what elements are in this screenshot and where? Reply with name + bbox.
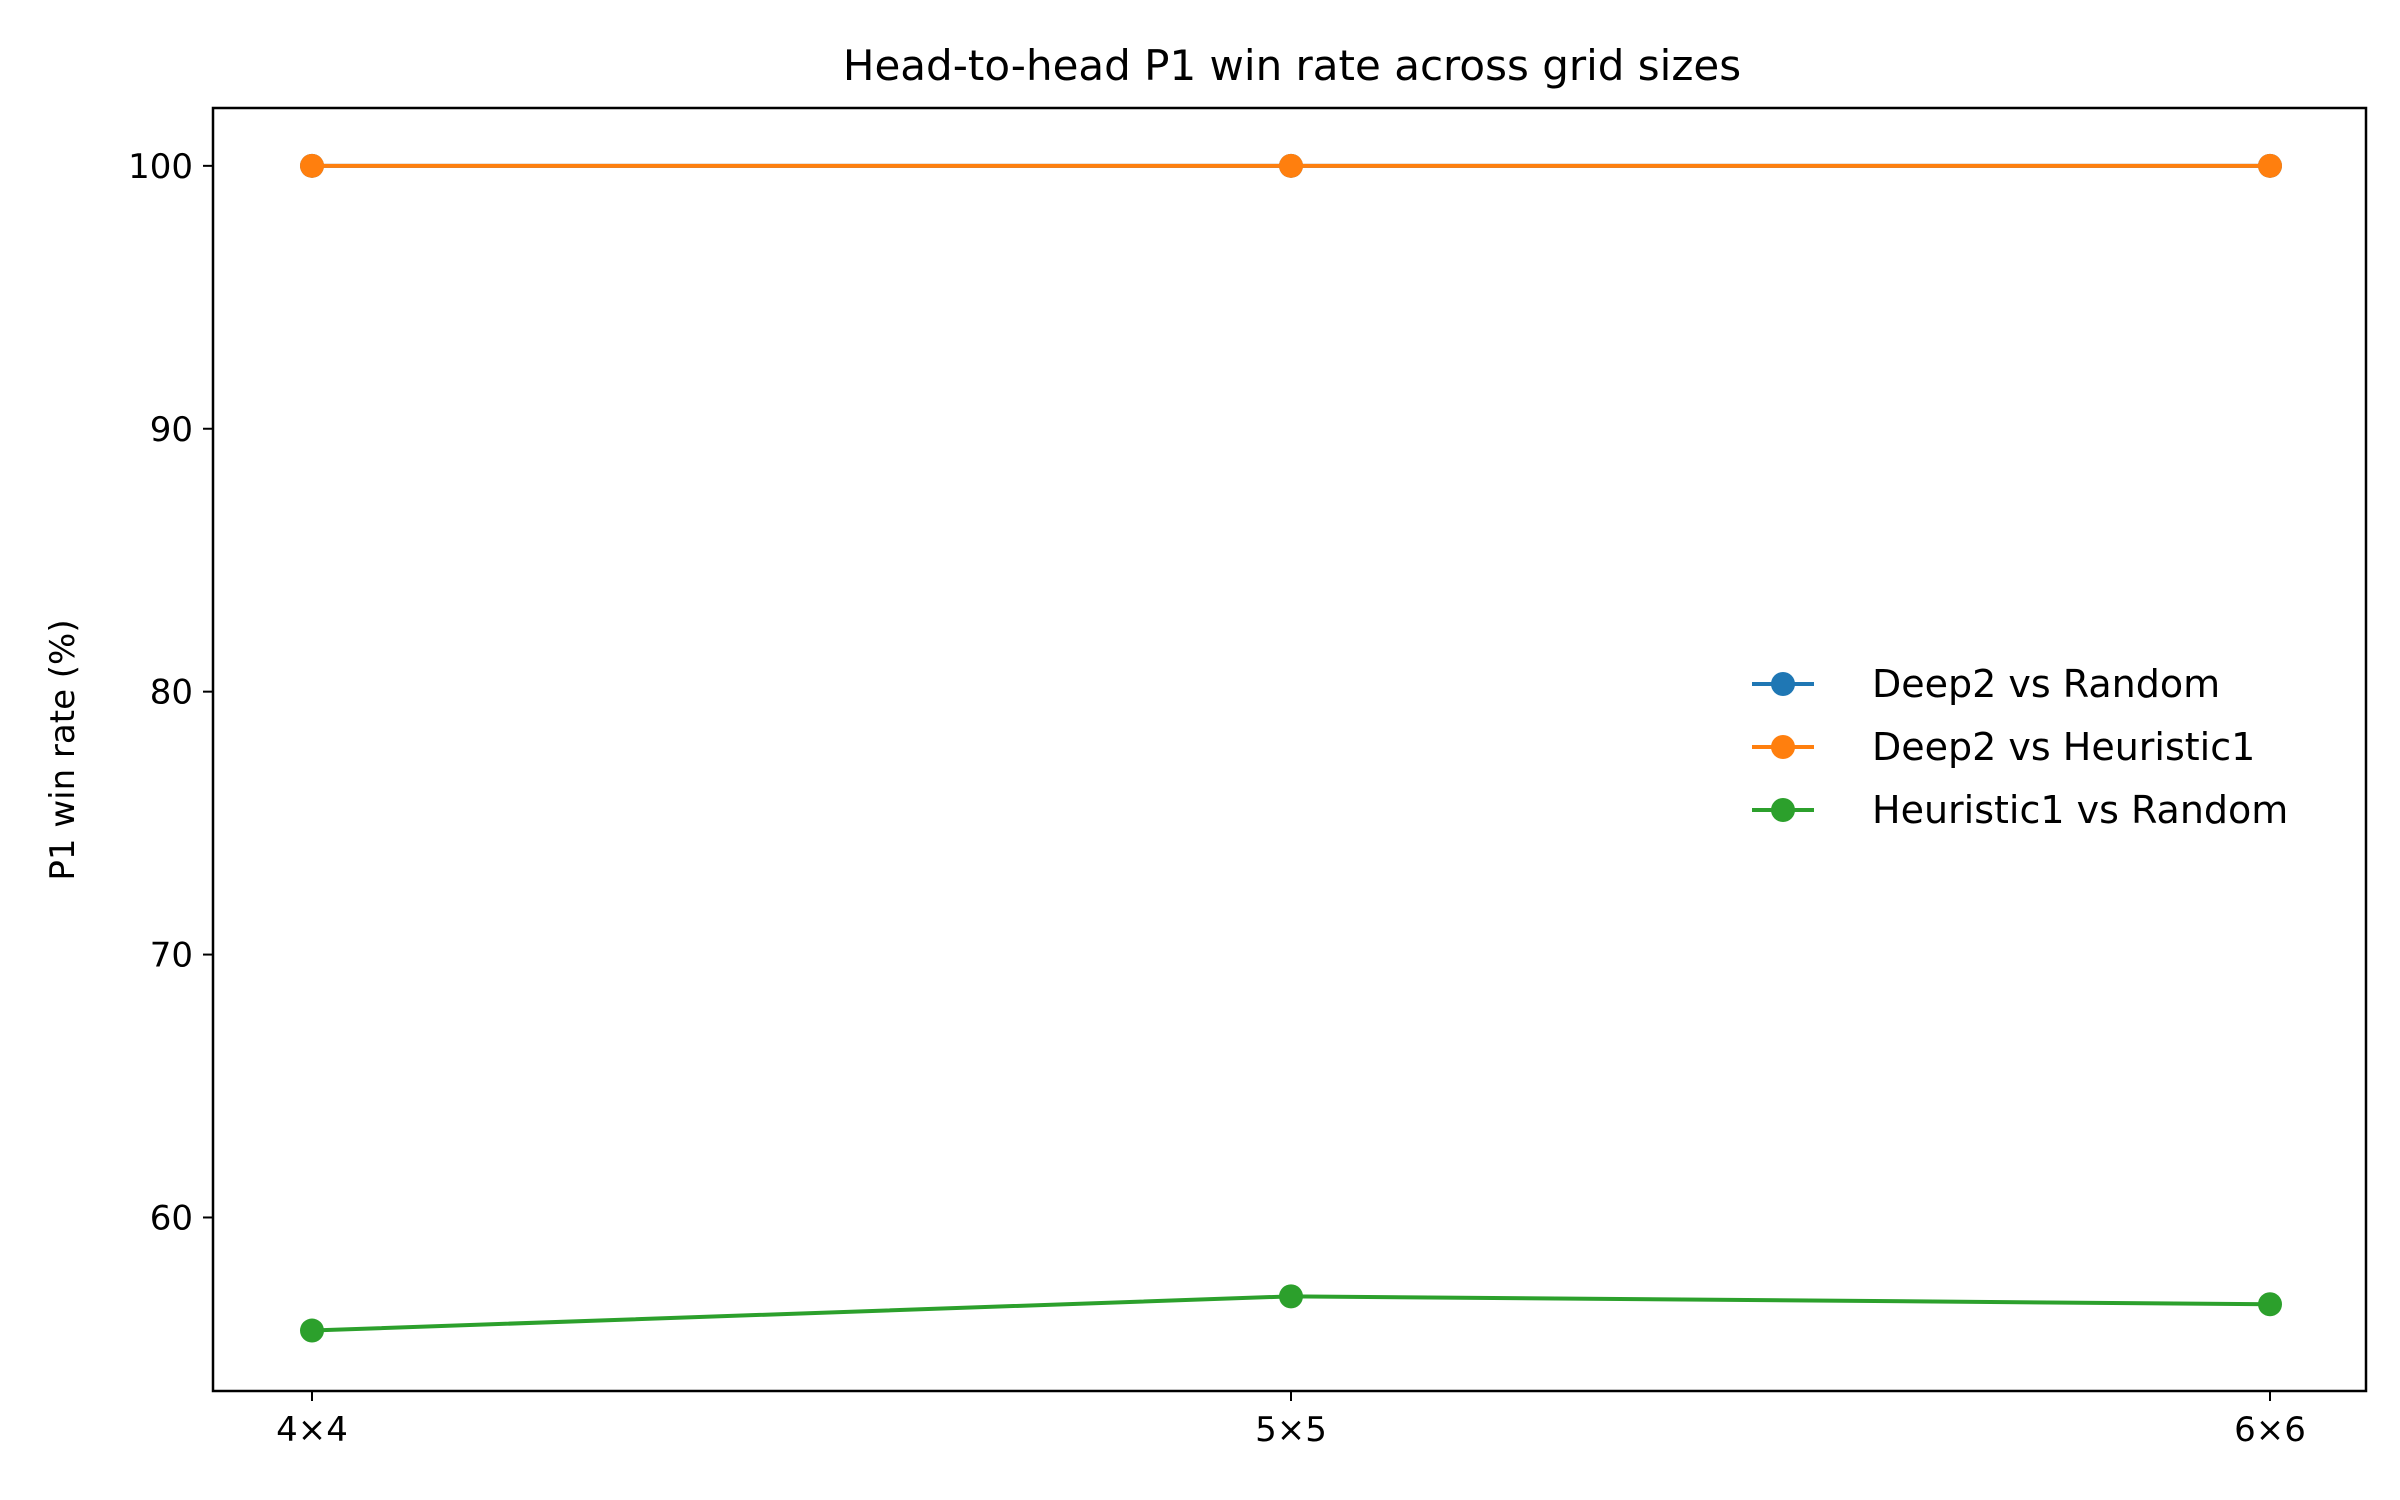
- y-tick-label: 70: [150, 936, 193, 976]
- y-axis-label: P1 win rate (%): [43, 619, 83, 880]
- chart-title: Head-to-head P1 win rate across grid siz…: [843, 41, 1741, 90]
- plot-area: [300, 153, 2282, 1343]
- y-tick-label: 60: [150, 1198, 193, 1238]
- legend-label: Deep2 vs Heuristic1: [1872, 725, 2255, 769]
- x-tick-label: 5×5: [1255, 1410, 1327, 1450]
- legend-label: Heuristic1 vs Random: [1872, 788, 2288, 832]
- x-tick-label: 6×6: [2234, 1410, 2306, 1450]
- data-point: [300, 1318, 324, 1343]
- legend-marker: [1771, 798, 1795, 822]
- plot-frame: [211, 106, 2368, 1393]
- x-tick-label: 4×4: [276, 1410, 348, 1450]
- legend: Deep2 vs Random Deep2 vs Heuristic1 Heuris…: [1752, 662, 2288, 832]
- data-point: [300, 153, 324, 178]
- legend-marker: [1771, 735, 1795, 759]
- data-point: [2258, 1292, 2282, 1317]
- y-tick-label: 90: [150, 410, 193, 450]
- data-point: [2258, 153, 2282, 178]
- axes: 4×4 5×5 6×6 60 70 80 90 100: [128, 147, 2306, 1450]
- legend-marker: [1771, 672, 1795, 696]
- legend-label: Deep2 vs Random: [1872, 662, 2220, 706]
- data-point: [1279, 1284, 1303, 1309]
- y-tick-label: 100: [128, 147, 193, 187]
- y-tick-label: 80: [150, 673, 193, 713]
- data-point: [1279, 153, 1303, 178]
